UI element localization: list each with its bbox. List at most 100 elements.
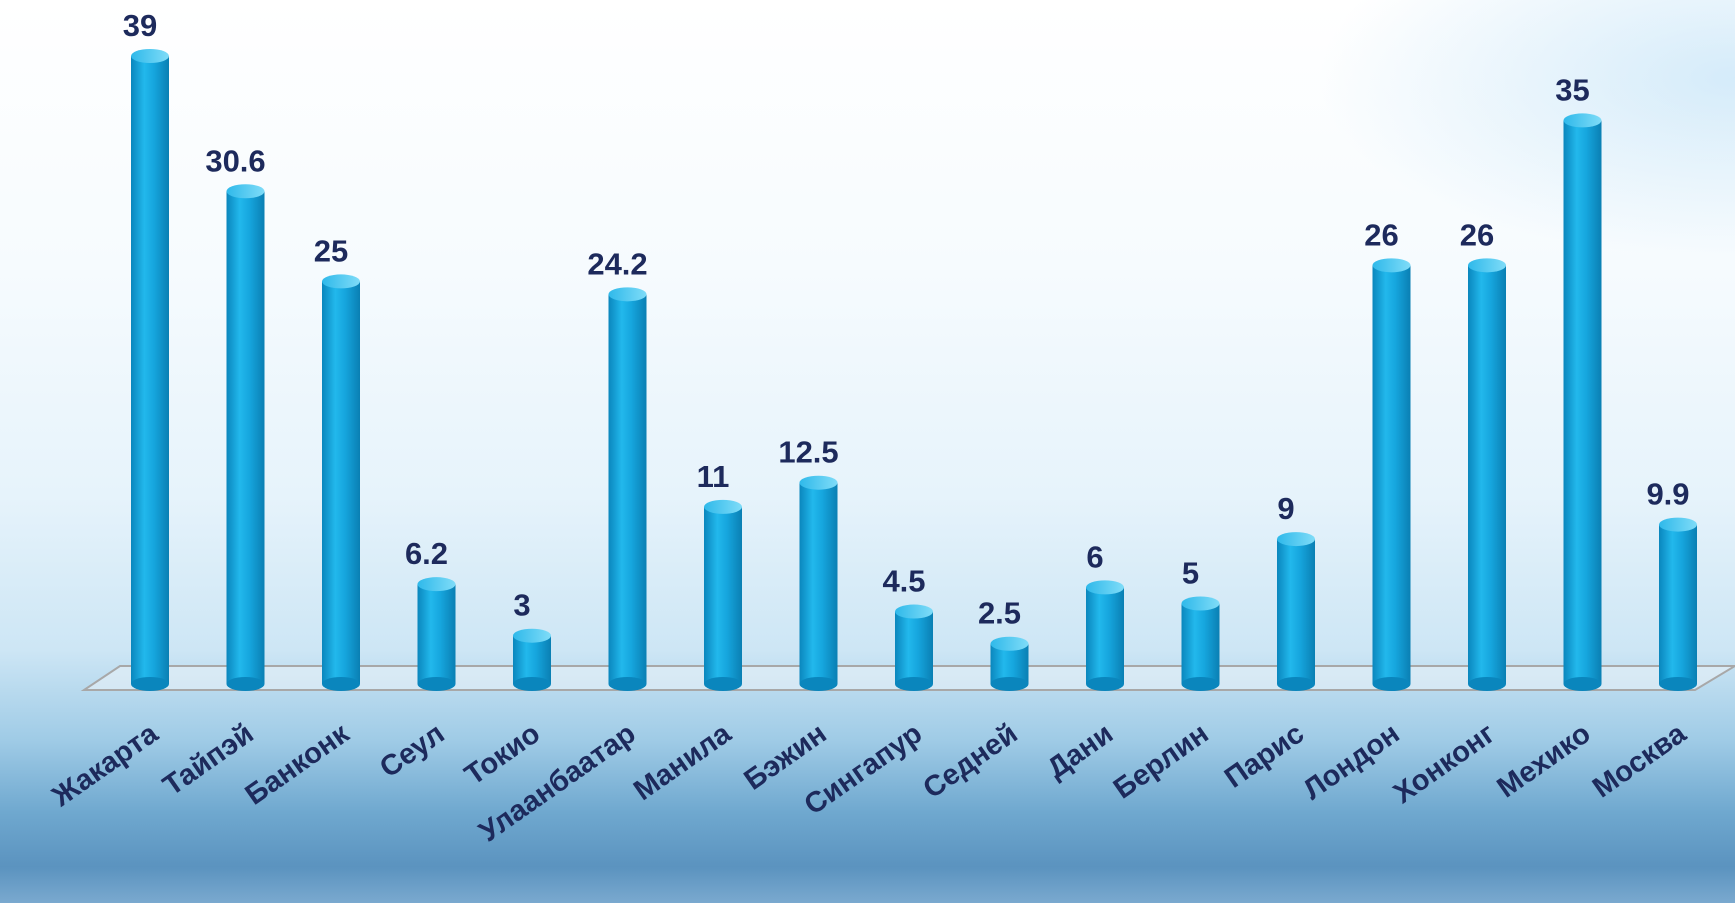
bar-base — [513, 677, 551, 691]
bar-body — [226, 191, 265, 684]
value-label: 6 — [1086, 539, 1103, 574]
value-labels-group: 39 30.6 25 6.2 3 24.2 11 12.5 4.5 2.5 6 5 9 26 26 35 9.9 — [123, 8, 1690, 631]
bar — [1563, 113, 1602, 691]
bar-body — [799, 482, 838, 684]
bar-cap — [131, 49, 169, 63]
bar-body — [895, 611, 933, 684]
bar — [226, 184, 265, 691]
category-label: Жакарта — [46, 717, 165, 814]
value-label: 25 — [314, 233, 348, 268]
category-label: Москва — [1587, 717, 1693, 804]
value-label: 12.5 — [778, 435, 838, 470]
bar — [1086, 580, 1124, 691]
bar-body — [608, 294, 647, 684]
bar-cap — [1659, 517, 1697, 532]
bar-cap — [1277, 532, 1315, 547]
value-label: 3 — [513, 588, 530, 623]
bar-base — [322, 677, 360, 691]
bar-cap — [226, 184, 265, 199]
category-label: Сеул — [374, 718, 450, 785]
bar-base — [1277, 677, 1315, 691]
bar-body — [1659, 524, 1697, 684]
bar-base — [1468, 677, 1506, 691]
bar-base — [1086, 677, 1124, 691]
bar-cap — [1372, 258, 1411, 273]
bar-body — [1181, 603, 1220, 684]
bar — [1659, 517, 1697, 691]
bar-cap — [895, 604, 933, 619]
bar-body — [1086, 587, 1124, 684]
category-label: Мехико — [1492, 718, 1597, 805]
bar-body — [1372, 265, 1411, 684]
bar-cap — [513, 628, 551, 643]
bar-base — [895, 677, 933, 691]
bar-base — [608, 677, 647, 691]
value-label: 4.5 — [882, 564, 925, 599]
value-label: 6.2 — [405, 536, 448, 571]
bar-base — [990, 677, 1029, 691]
bar — [417, 577, 456, 691]
bar-body — [131, 56, 169, 684]
value-label: 26 — [1364, 217, 1398, 252]
bar — [895, 604, 933, 691]
value-label: 39 — [123, 8, 157, 43]
bar-cap — [990, 636, 1029, 651]
bar-body — [1563, 120, 1602, 684]
category-label: Дани — [1042, 718, 1119, 786]
value-label: 26 — [1460, 217, 1494, 252]
bar-base — [226, 677, 265, 691]
bar — [608, 287, 647, 691]
category-label: Берлин — [1108, 718, 1215, 806]
bar — [131, 49, 169, 691]
bar-cap — [417, 577, 456, 592]
bar-body — [1277, 539, 1315, 684]
bar-base — [131, 677, 169, 691]
value-label: 11 — [697, 459, 730, 494]
category-label: Хонконг — [1388, 718, 1501, 811]
bar-cap — [1563, 113, 1602, 128]
value-label: 35 — [1555, 72, 1589, 107]
bar-base — [1659, 677, 1697, 691]
value-label: 2.5 — [978, 596, 1021, 631]
bar — [990, 636, 1029, 691]
bar-cap — [322, 274, 360, 289]
bar-base — [1563, 677, 1602, 691]
bar — [513, 628, 551, 691]
bar-base — [799, 677, 838, 691]
bar-cap — [704, 499, 742, 514]
bar-base — [417, 677, 456, 691]
bar-body — [1468, 265, 1506, 684]
bar-body — [513, 635, 551, 684]
value-label: 24.2 — [587, 246, 647, 281]
category-label: Банконк — [240, 717, 356, 811]
value-label: 9 — [1277, 491, 1294, 526]
bar — [799, 475, 838, 691]
bar-cap — [1468, 258, 1506, 273]
value-label: 30.6 — [205, 143, 265, 178]
bar — [1277, 532, 1315, 691]
category-label: Лондон — [1298, 718, 1406, 807]
bar-cap — [799, 475, 838, 490]
category-label: Манила — [628, 717, 738, 807]
value-label: 5 — [1182, 555, 1199, 590]
bar — [322, 274, 360, 691]
bar-body — [322, 281, 360, 684]
category-label: Парис — [1219, 718, 1310, 795]
bar — [704, 499, 742, 691]
bar-body — [417, 584, 456, 684]
bar-base — [1372, 677, 1411, 691]
bar-cap — [608, 287, 647, 302]
value-label: 9.9 — [1646, 477, 1689, 512]
bar — [1372, 258, 1411, 691]
bar — [1468, 258, 1506, 691]
background-glow — [1315, 0, 1735, 260]
bar-base — [704, 677, 742, 691]
bar-body — [704, 506, 742, 684]
bar-cap — [1086, 580, 1124, 595]
bars-group — [131, 49, 1697, 691]
bar-base — [1181, 677, 1220, 691]
bar-cap — [1181, 596, 1220, 611]
category-label: Седней — [918, 718, 1024, 806]
